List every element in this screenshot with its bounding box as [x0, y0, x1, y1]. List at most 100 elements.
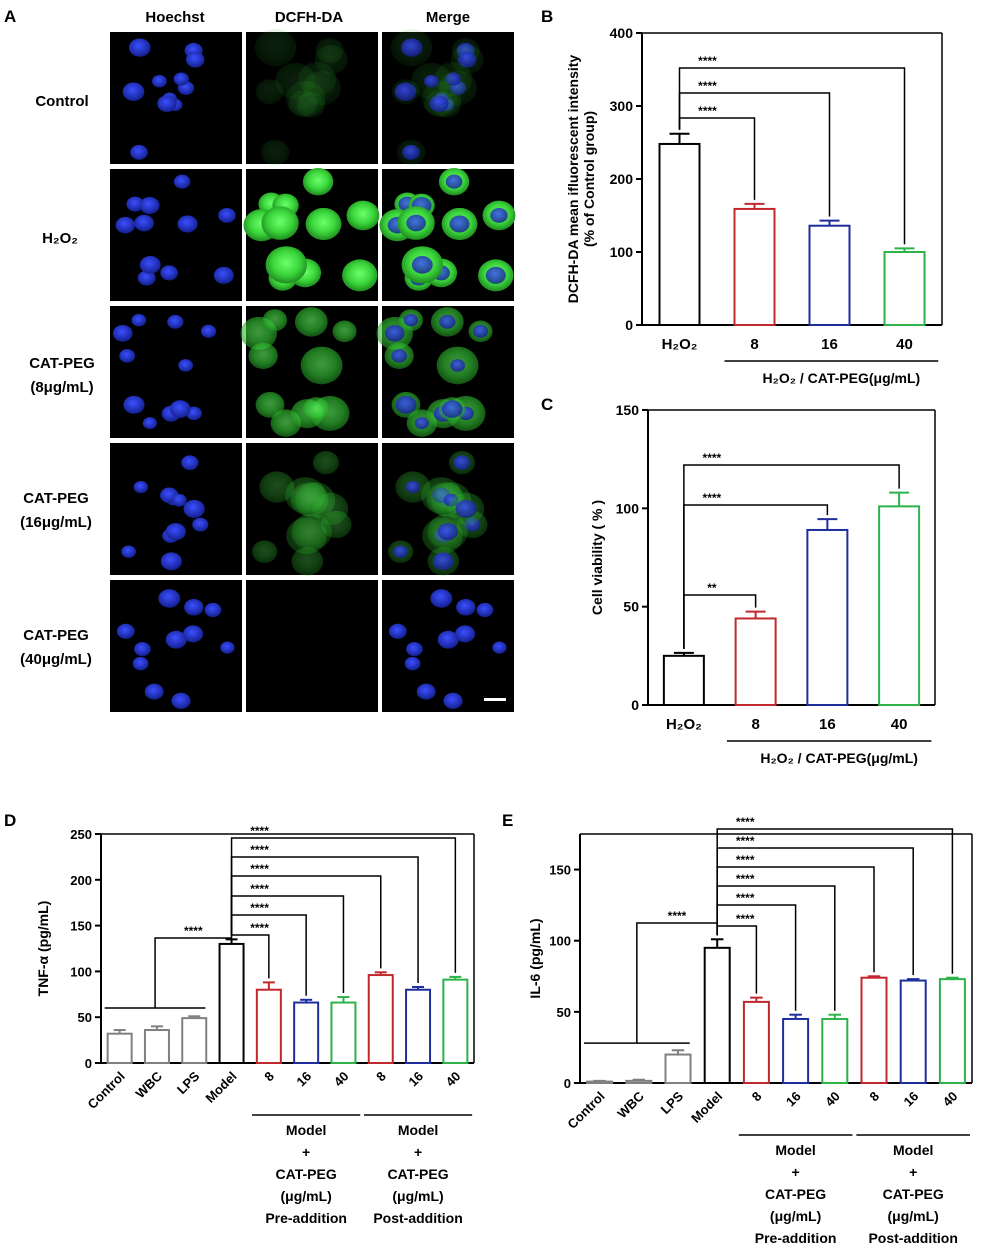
nucleus: [485, 266, 506, 284]
nucleus: [137, 270, 156, 286]
micro-tile: [110, 443, 242, 575]
nucleus: [126, 196, 145, 212]
dcfh-cell: [291, 513, 332, 550]
dcfh-cell: [302, 168, 334, 196]
nucleus: [171, 493, 187, 507]
y-axis-label: IL-6 (pg/mL): [527, 918, 543, 998]
nucleus: [406, 642, 423, 657]
bar: [662, 654, 705, 706]
x-tick-label: 16: [405, 1069, 426, 1090]
y-tick-label: 200: [610, 171, 634, 187]
significance-bracket: [683, 464, 900, 649]
group-bracket: [636, 922, 718, 1044]
nucleus: [450, 359, 465, 372]
nucleus: [132, 656, 149, 671]
nucleus: [472, 324, 489, 338]
micro-tile: [382, 580, 514, 712]
nucleus: [220, 641, 235, 654]
x-tick-label: WBC: [133, 1068, 166, 1101]
nucleus: [456, 599, 476, 616]
group-bracket-label: ****: [668, 909, 687, 923]
dcfh-cell: [312, 450, 339, 475]
bar: [782, 1017, 810, 1085]
nucleus: [160, 552, 182, 571]
group-label-line: (μg/mL): [280, 1188, 331, 1204]
y-tick-label: 200: [70, 873, 92, 888]
bar: [181, 1017, 208, 1065]
row-label-cat-peg-8: CAT-PEG (8μg/mL): [29, 355, 95, 396]
x-tick-label: Model: [203, 1069, 240, 1106]
group-label-line: CAT-PEG: [883, 1186, 944, 1202]
nucleus: [449, 215, 470, 233]
micro-tile: [376, 306, 514, 438]
significance-label: ****: [736, 834, 755, 848]
nucleus: [186, 51, 205, 68]
significance-label: ****: [698, 79, 717, 93]
nucleus: [152, 74, 167, 88]
x-tick-label: 40: [896, 336, 913, 353]
bar: [821, 1017, 849, 1085]
nucleus: [411, 255, 433, 274]
significance-label: ****: [250, 921, 269, 935]
bar: [938, 978, 966, 1084]
nucleus: [391, 349, 408, 363]
nucleus: [416, 683, 436, 700]
dcfh-cell: [346, 200, 380, 231]
y-axis-label-line2: (% of Control group): [581, 111, 597, 247]
row-label-line2: (16μg/mL): [20, 514, 92, 531]
nucleus: [134, 214, 154, 232]
row-label-cat-peg-16: CAT-PEG (16μg/mL): [20, 490, 92, 531]
significance-label: **: [707, 581, 717, 595]
group-label-line: Pre-addition: [755, 1230, 837, 1246]
bar: [899, 979, 927, 1084]
bar: [883, 251, 926, 326]
nucleus: [177, 215, 198, 233]
nucleus: [121, 545, 136, 558]
dcfh-cell: [275, 62, 316, 100]
y-axis-label: DCFH-DA mean ifluorescent intensity: [565, 55, 581, 304]
significance-label: ****: [736, 912, 755, 926]
significance-bracket: [230, 934, 270, 979]
significance-label: ****: [736, 872, 755, 886]
nucleus: [437, 523, 458, 541]
nucleus: [393, 545, 408, 558]
significance-bracket: [716, 828, 954, 974]
nucleus: [112, 324, 133, 342]
x-tick-label: 40: [443, 1069, 464, 1090]
nucleus: [402, 144, 420, 160]
y-tick-label: 250: [70, 827, 92, 842]
nucleus: [430, 589, 453, 608]
nucleus: [157, 95, 177, 112]
dcfh-cell: [248, 342, 278, 370]
nucleus: [158, 589, 181, 608]
row-label-line2: (8μg/mL): [30, 379, 93, 396]
nucleus: [388, 623, 407, 639]
micro-tile: [246, 28, 378, 166]
x-tick-label: Model: [688, 1089, 725, 1126]
significance-label: ****: [736, 815, 755, 829]
microscopy-grid: [110, 28, 516, 712]
micro-tile-bg: [246, 580, 378, 712]
column-header-merge: Merge: [426, 9, 470, 26]
nucleus: [405, 481, 420, 494]
dcfh-cell: [332, 320, 357, 343]
nucleus: [406, 214, 426, 232]
group-label-line: CAT-PEG: [765, 1186, 826, 1202]
micro-tile: [382, 443, 514, 576]
chart-d-tnf-alpha: 0 50 100 150 200 250 TNF-α (pg/mL) Control WBC LP…: [35, 824, 475, 1226]
x-tick-label: 16: [821, 336, 838, 353]
nucleus: [165, 630, 187, 649]
nucleus: [443, 692, 463, 709]
significance-label: ****: [736, 853, 755, 867]
nucleus: [204, 602, 222, 618]
nucleus: [455, 499, 477, 518]
significance-label: ****: [703, 451, 722, 465]
significance-bracket: [678, 117, 756, 200]
group-label-line: (μg/mL): [888, 1208, 939, 1224]
y-tick-label: 150: [616, 402, 640, 418]
dcfh-cell: [342, 259, 378, 292]
y-tick-label: 400: [610, 25, 634, 41]
group-label-line: (μg/mL): [770, 1208, 821, 1224]
nucleus: [453, 455, 471, 470]
nucleus: [122, 82, 145, 101]
